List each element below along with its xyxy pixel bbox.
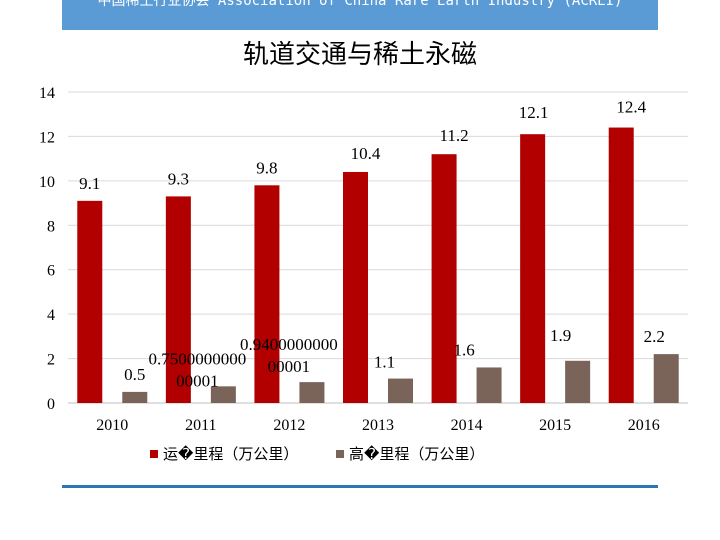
data-label-series-2: 1.6 bbox=[453, 340, 474, 359]
bar-series-1 bbox=[77, 200, 103, 403]
bar-series-2 bbox=[476, 367, 502, 403]
x-tick-label: 2016 bbox=[628, 417, 660, 434]
data-label-series-2: 0.7500000000 bbox=[148, 349, 246, 368]
data-label-series-1: 9.8 bbox=[256, 158, 277, 177]
bar-series-1 bbox=[165, 196, 191, 403]
bar-series-1 bbox=[608, 127, 634, 404]
legend-swatch-series-1 bbox=[150, 450, 158, 458]
x-tick-label: 2010 bbox=[96, 417, 128, 434]
x-tick-label: 2015 bbox=[539, 417, 571, 434]
y-tick-label: 2 bbox=[47, 352, 55, 369]
bar-series-2 bbox=[299, 382, 325, 403]
data-label-series-1: 12.1 bbox=[519, 103, 549, 122]
bar-series-2 bbox=[122, 391, 148, 403]
data-label-series-2: 0.5 bbox=[124, 365, 145, 384]
data-label-series-2: 1.9 bbox=[550, 326, 571, 345]
data-label-series-2-cont: 00001 bbox=[268, 357, 311, 376]
y-tick-label: 14 bbox=[39, 85, 55, 102]
bar-series-2 bbox=[210, 386, 236, 403]
banner-text: 中国稀土行业协会 Association of China Rare Earth… bbox=[97, 0, 623, 9]
bar-series-2 bbox=[388, 378, 413, 403]
data-label-series-1: 11.2 bbox=[440, 126, 469, 145]
data-label-series-2: 1.1 bbox=[374, 353, 395, 372]
legend-label-series-2: 高�里程（万公里） bbox=[349, 445, 484, 463]
data-label-series-2: 2.2 bbox=[644, 327, 665, 346]
bar-series-1 bbox=[343, 171, 368, 403]
footer-divider bbox=[62, 485, 658, 488]
data-label-series-1: 9.3 bbox=[168, 169, 189, 188]
x-tick-label: 2012 bbox=[273, 417, 305, 434]
data-label-series-1: 10.4 bbox=[351, 144, 381, 163]
bar-series-2 bbox=[653, 354, 679, 403]
y-tick-label: 8 bbox=[47, 218, 55, 235]
x-tick-label: 2014 bbox=[451, 417, 483, 434]
data-label-series-1: 9.1 bbox=[79, 174, 100, 193]
data-label-series-2: 0.9400000000 bbox=[240, 335, 338, 354]
data-label-series-2-cont: 00001 bbox=[176, 371, 219, 390]
y-tick-label: 12 bbox=[39, 129, 55, 146]
y-tick-label: 0 bbox=[47, 396, 55, 413]
legend-label-series-1: 运�里程（万公里） bbox=[163, 445, 298, 463]
y-tick-label: 4 bbox=[47, 307, 55, 324]
y-tick-label: 6 bbox=[47, 263, 55, 280]
legend-swatch-series-2 bbox=[336, 450, 344, 458]
bar-series-1 bbox=[254, 185, 280, 403]
bar-series-1 bbox=[431, 154, 457, 403]
bar-series-2 bbox=[565, 360, 591, 403]
header-banner: 中国稀土行业协会 Association of China Rare Earth… bbox=[62, 0, 658, 30]
y-tick-label: 10 bbox=[39, 174, 55, 191]
data-label-series-1: 12.4 bbox=[616, 98, 646, 117]
bar-series-1 bbox=[520, 134, 546, 403]
chart-title: 轨道交通与稀土永磁 bbox=[242, 40, 477, 70]
x-tick-label: 2011 bbox=[185, 417, 216, 434]
x-tick-label: 2013 bbox=[362, 417, 394, 434]
